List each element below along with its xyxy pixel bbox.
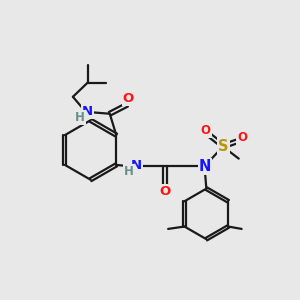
Text: O: O bbox=[200, 124, 211, 137]
Text: O: O bbox=[237, 131, 247, 144]
Text: H: H bbox=[75, 111, 85, 124]
Text: N: N bbox=[130, 159, 142, 172]
Text: S: S bbox=[218, 139, 229, 154]
Text: O: O bbox=[123, 92, 134, 105]
Text: H: H bbox=[124, 165, 134, 178]
Text: O: O bbox=[159, 185, 171, 198]
Text: N: N bbox=[82, 105, 93, 118]
Text: N: N bbox=[199, 159, 211, 174]
